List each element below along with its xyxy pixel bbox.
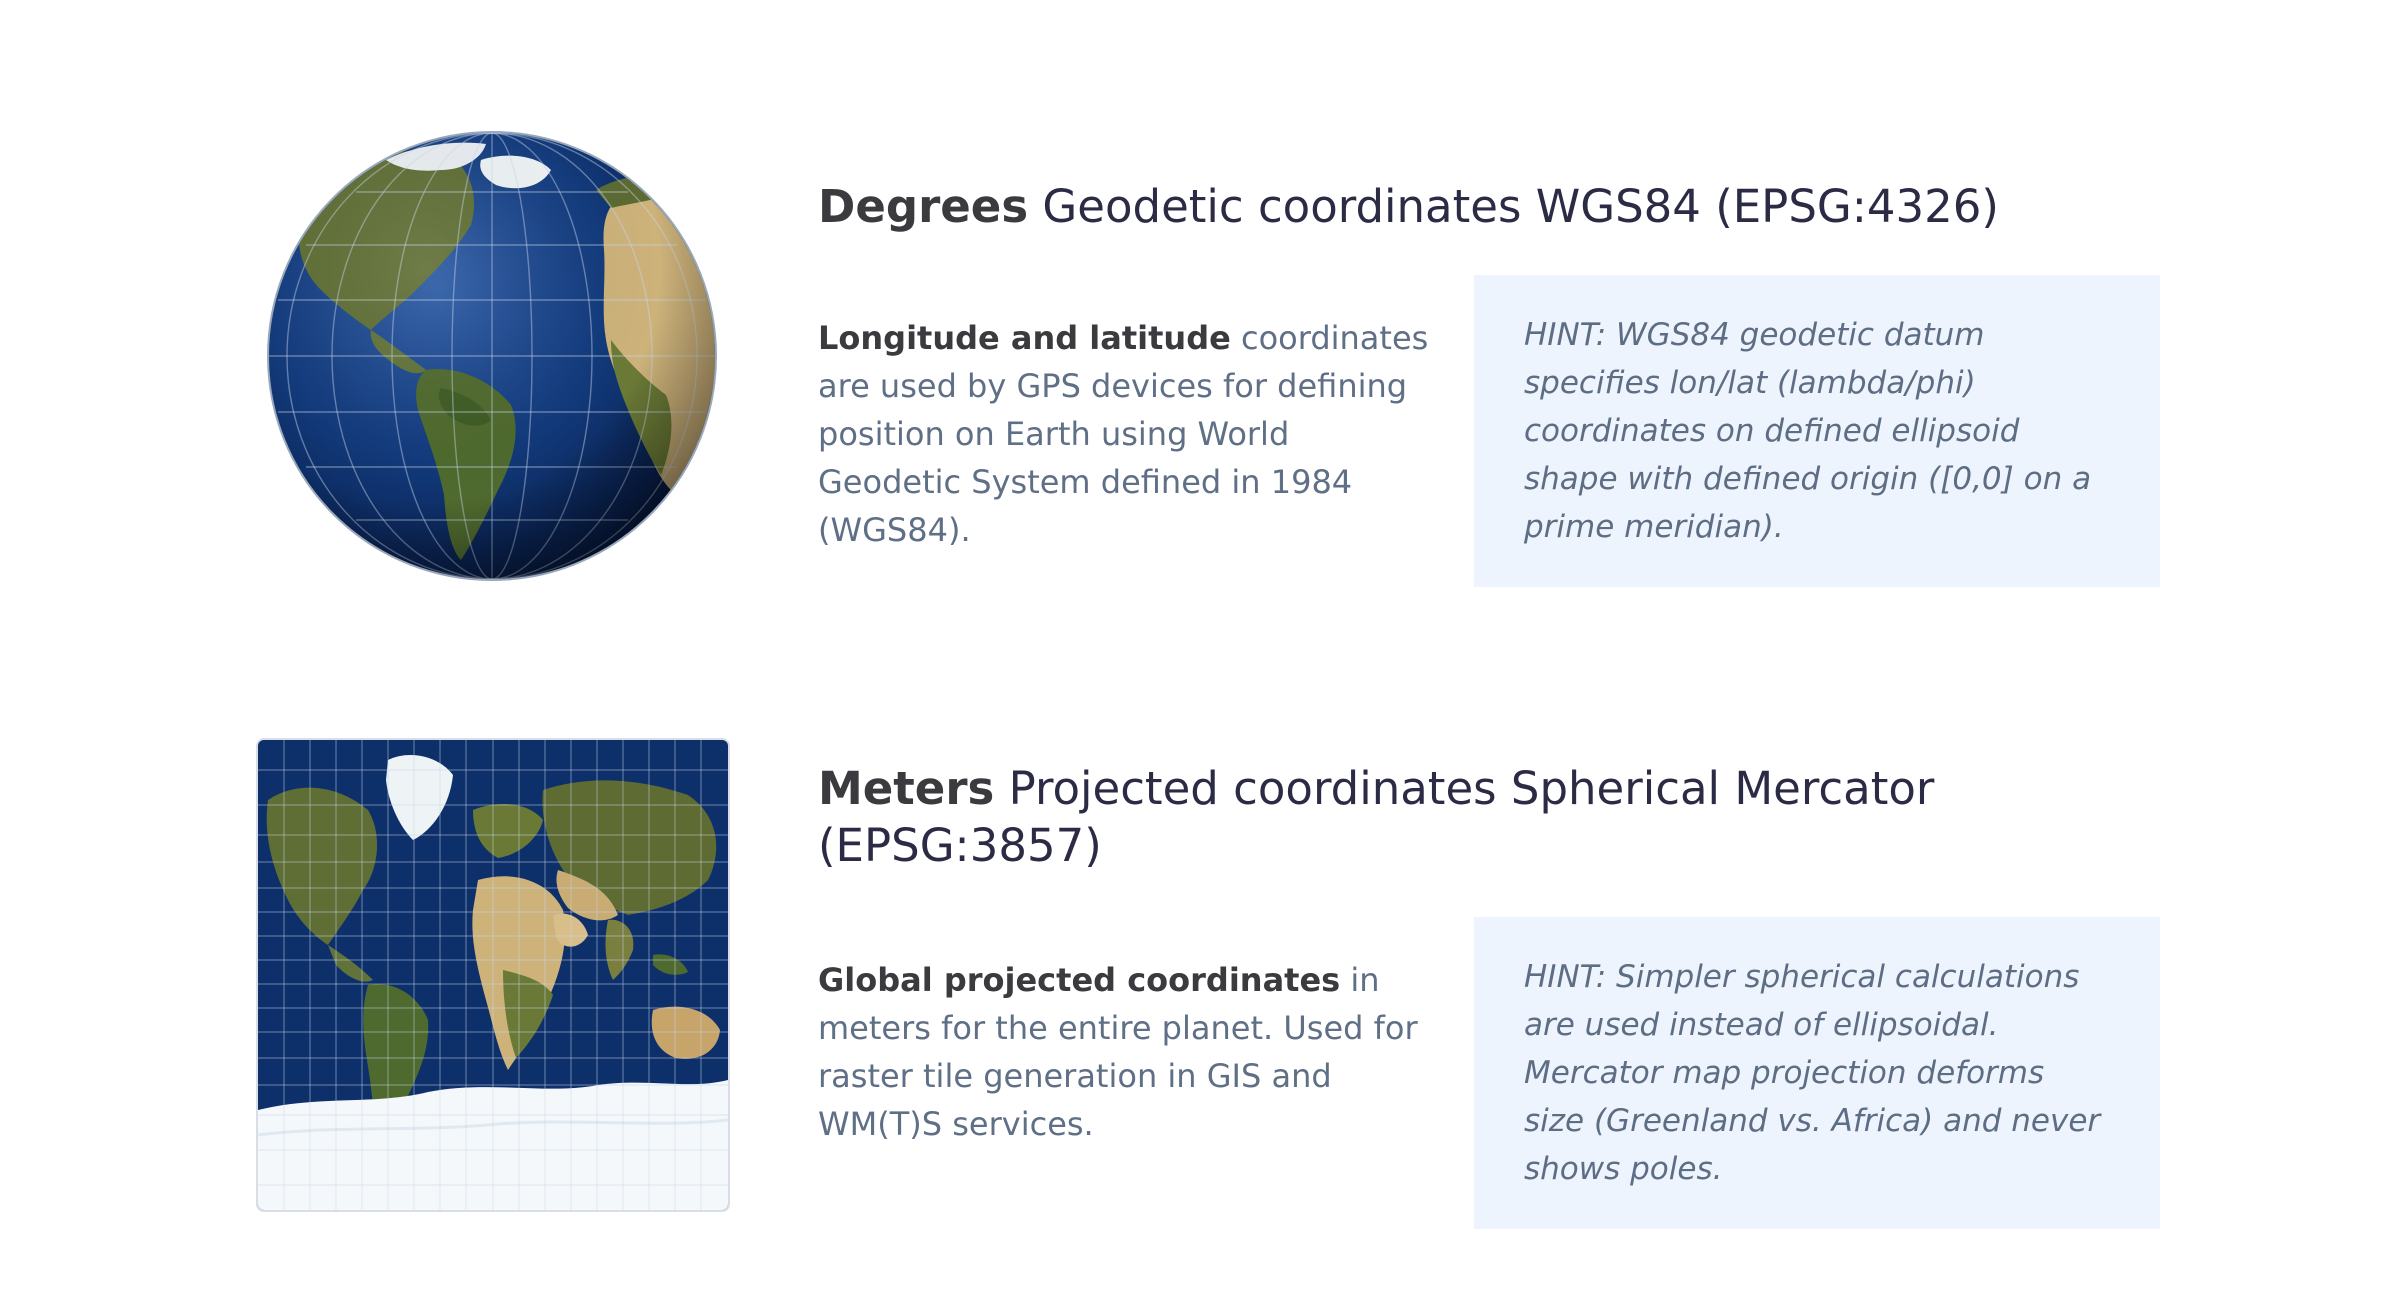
hint-box: HINT: Simpler spherical calculations are… (1474, 917, 2160, 1229)
description-text: coordinates are used by GPS devices for … (818, 319, 1429, 549)
heading-title: Projected coordinates Spherical Mercator (994, 762, 1935, 815)
section-heading: Degrees Geodetic coordinates WGS84 (EPSG… (818, 178, 1999, 235)
hint-text: HINT: Simpler spherical calculations are… (1524, 959, 2101, 1187)
section-description: Longitude and latitude coordinates are u… (818, 314, 1438, 554)
heading-title: Geodetic coordinates WGS84 (EPSG:4326) (1028, 180, 1999, 233)
hint-box: HINT: WGS84 geodetic datum specifies lon… (1474, 275, 2160, 587)
mercator-map-icon (256, 738, 730, 1212)
hint-text: HINT: WGS84 geodetic datum specifies lon… (1524, 317, 2092, 545)
section-degrees: Degrees Geodetic coordinates WGS84 (EPSG… (0, 0, 2386, 640)
description-text: in meters for the entire planet. Used fo… (818, 961, 1418, 1143)
description-bold: Longitude and latitude (818, 319, 1231, 357)
section-heading: Meters Projected coordinates Spherical M… (818, 760, 1934, 874)
heading-unit: Meters (818, 762, 995, 815)
heading-title-line2: (EPSG:3857) (818, 819, 1102, 872)
heading-unit: Degrees (818, 180, 1029, 233)
description-bold: Global projected coordinates (818, 961, 1341, 999)
section-meters: Meters Projected coordinates Spherical M… (0, 640, 2386, 1306)
section-description: Global projected coordinates in meters f… (818, 956, 1438, 1148)
globe-icon (266, 130, 718, 582)
